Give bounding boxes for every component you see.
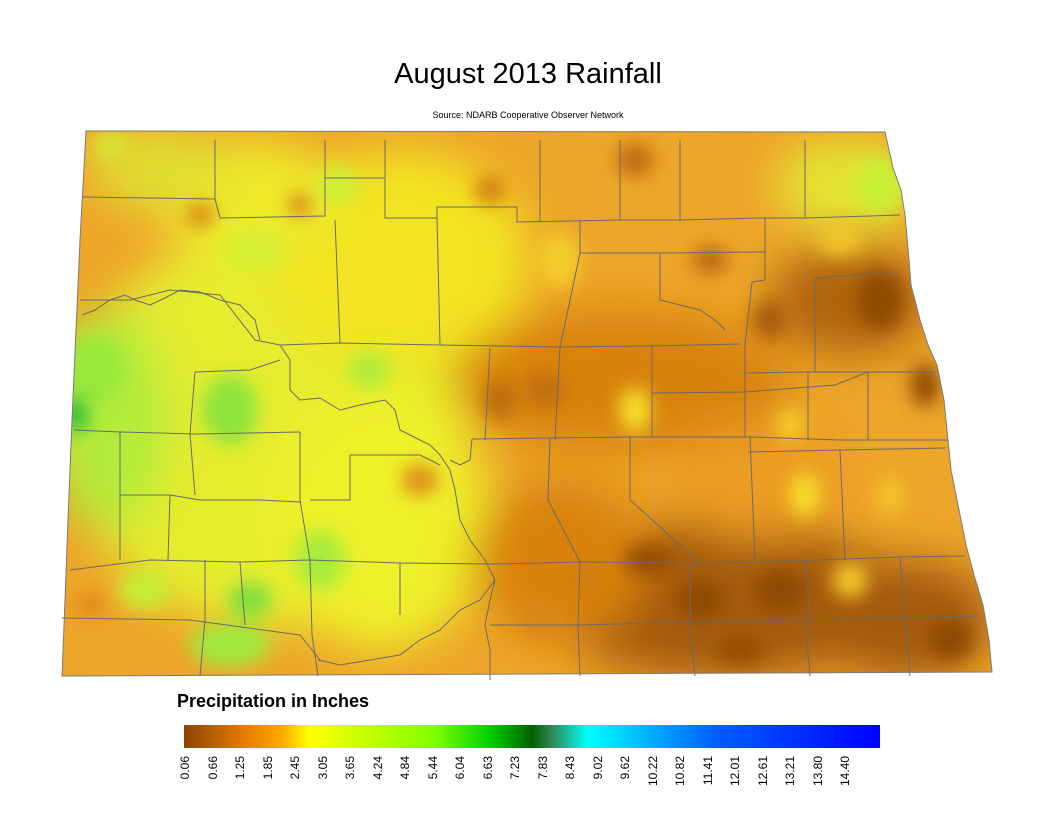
state-outline xyxy=(61,130,993,677)
precipitation-surface xyxy=(62,131,992,676)
legend-title: Precipitation in Inches xyxy=(177,691,370,711)
map-title: August 2013 Rainfall xyxy=(394,58,662,90)
map-source: Source: NDARB Cooperative Observer Netwo… xyxy=(432,110,624,120)
county-boundaries xyxy=(61,140,981,680)
legend-color-bar xyxy=(184,725,880,748)
